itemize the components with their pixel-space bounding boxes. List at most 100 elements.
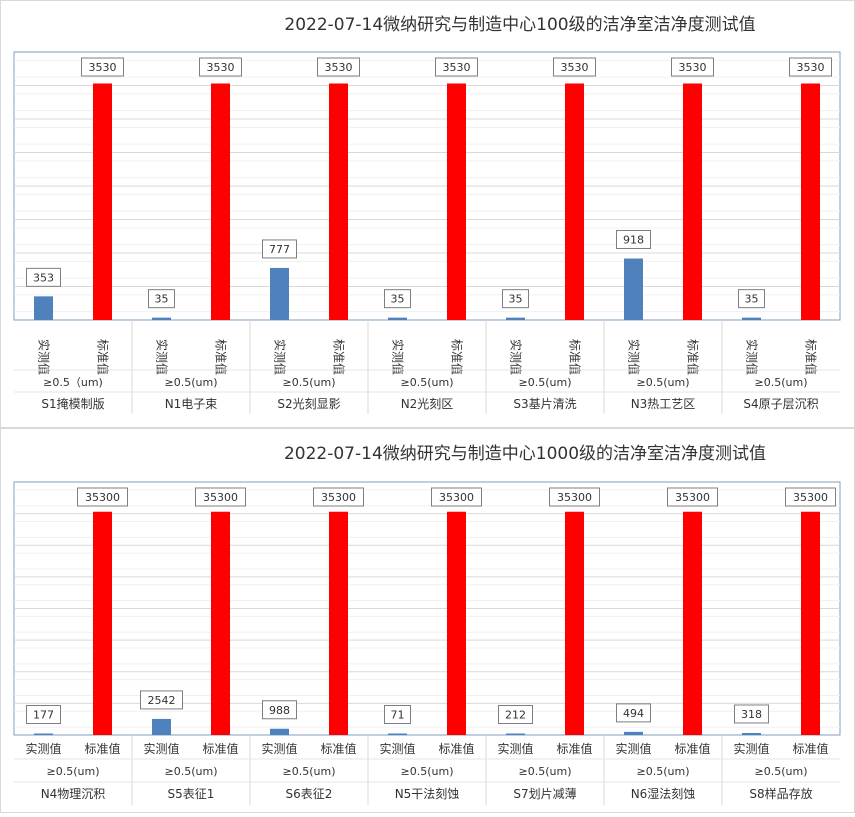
- particle-size-label: ≥0.5(um): [519, 765, 572, 778]
- bar-measured: [742, 732, 761, 735]
- data-label-box: [502, 289, 529, 309]
- series-tick-label: 标准值: [686, 339, 701, 375]
- bar-standard: [801, 511, 820, 735]
- series-tick-label: 标准值: [84, 741, 120, 756]
- chart-class-1000: 2022-07-14微纳研究与制造中心1000级的洁净室洁净度测试值 177 353…: [0, 428, 855, 813]
- data-label-box: [262, 700, 297, 720]
- bar-measured: [34, 733, 53, 735]
- series-tick-label: 实测值: [25, 741, 61, 756]
- bar-measured: [34, 296, 53, 320]
- series-tick-label: 实测值: [745, 339, 760, 375]
- data-label-box: [549, 487, 600, 507]
- series-tick-label: 标准值: [792, 741, 828, 756]
- series-tick-label: 实测值: [273, 339, 288, 375]
- particle-size-label: ≥0.5(um): [401, 765, 454, 778]
- data-label-box: [77, 487, 128, 507]
- data-label: 353: [33, 271, 54, 284]
- bar-standard: [801, 83, 820, 321]
- particle-size-label: ≥0.5(um): [283, 376, 336, 389]
- data-label: 35300: [557, 491, 592, 504]
- data-label: 3530: [561, 61, 589, 74]
- bar-standard: [329, 511, 348, 735]
- data-label: 3530: [679, 61, 707, 74]
- data-label-box: [671, 57, 714, 77]
- category-label: S7划片减薄: [513, 786, 576, 801]
- particle-size-label: ≥0.5(um): [755, 376, 808, 389]
- bar-measured: [388, 317, 407, 320]
- series-tick-label: 实测值: [497, 741, 533, 756]
- particle-size-label: ≥0.5(um): [637, 376, 690, 389]
- bar-standard: [683, 83, 702, 321]
- data-label-box: [148, 289, 175, 309]
- data-label: 35: [155, 293, 169, 306]
- series-tick-label: 标准值: [214, 339, 229, 375]
- particle-size-label: ≥0.5(um): [283, 765, 336, 778]
- chart-title: 2022-07-14微纳研究与制造中心100级的洁净室洁净度测试值: [284, 15, 755, 35]
- data-label: 35: [391, 293, 405, 306]
- category-label: N3热工艺区: [631, 397, 696, 411]
- category-label: S6表征2: [286, 787, 333, 801]
- data-label: 2542: [148, 694, 176, 707]
- bar-standard: [683, 511, 702, 735]
- bar-measured: [742, 317, 761, 320]
- bar-standard: [329, 83, 348, 321]
- data-label: 35300: [793, 491, 828, 504]
- series-tick-label: 实测值: [509, 339, 524, 375]
- series-tick-label: 标准值: [438, 741, 474, 756]
- data-label: 35300: [321, 491, 356, 504]
- data-label-box: [199, 57, 242, 77]
- data-label: 35: [745, 293, 759, 306]
- category-label: N4物理沉积: [41, 787, 106, 801]
- category-label: S1掩模制版: [41, 397, 104, 411]
- data-label: 3530: [89, 61, 117, 74]
- data-label-box: [734, 704, 769, 724]
- data-label: 777: [269, 243, 290, 256]
- chart-class-100-svg: 2022-07-14微纳研究与制造中心100级的洁净室洁净度测试值 353 3530…: [0, 0, 855, 428]
- bar-measured: [270, 728, 289, 735]
- data-label-box: [195, 487, 246, 507]
- data-label-box: [616, 229, 651, 249]
- bar-standard: [565, 511, 584, 735]
- category-label: N2光刻区: [401, 397, 454, 411]
- data-label: 3530: [443, 61, 471, 74]
- bar-standard: [211, 511, 230, 735]
- series-tick-label: 标准值: [674, 741, 710, 756]
- series-tick-label: 标准值: [320, 741, 356, 756]
- category-label: N6湿法刻蚀: [631, 786, 696, 801]
- data-label: 35300: [439, 491, 474, 504]
- data-label-box: [384, 289, 411, 309]
- category-label: S2光刻显影: [277, 397, 340, 411]
- bar-measured: [152, 317, 171, 320]
- particle-size-label: ≥0.5(um): [637, 765, 690, 778]
- data-label: 3530: [797, 61, 825, 74]
- bar-measured: [388, 733, 407, 735]
- data-label-box: [498, 705, 533, 724]
- particle-size-label: ≥0.5(um): [401, 376, 454, 389]
- category-label: N1电子束: [165, 397, 218, 411]
- bar-standard: [211, 83, 230, 321]
- category-label: N5干法刻蚀: [395, 787, 460, 801]
- series-tick-label: 实测值: [627, 339, 642, 375]
- series-tick-label: 标准值: [804, 339, 819, 375]
- series-tick-label: 标准值: [450, 339, 465, 375]
- chart-title: 2022-07-14微纳研究与制造中心1000级的洁净室洁净度测试值: [284, 444, 766, 464]
- data-label-box: [384, 705, 411, 724]
- data-label: 35300: [85, 491, 120, 504]
- data-label: 318: [741, 708, 762, 721]
- series-tick-label: 标准值: [202, 741, 238, 756]
- category-label: S4原子层沉积: [743, 397, 818, 411]
- series-tick-label: 实测值: [379, 741, 415, 756]
- series-tick-label: 标准值: [568, 339, 583, 375]
- particle-size-label: ≥0.5(um): [755, 765, 808, 778]
- bar-measured: [506, 317, 525, 320]
- data-label-box: [616, 703, 651, 723]
- series-tick-label: 标准值: [332, 339, 347, 375]
- data-label-box: [667, 487, 718, 507]
- series-tick-label: 实测值: [261, 741, 297, 756]
- chart-class-1000-svg: 2022-07-14微纳研究与制造中心1000级的洁净室洁净度测试值 177 353…: [0, 428, 855, 813]
- data-label-box: [553, 57, 596, 77]
- bar-standard: [447, 83, 466, 321]
- data-label-box: [262, 239, 297, 259]
- data-label: 212: [505, 709, 526, 722]
- series-tick-label: 实测值: [615, 741, 651, 756]
